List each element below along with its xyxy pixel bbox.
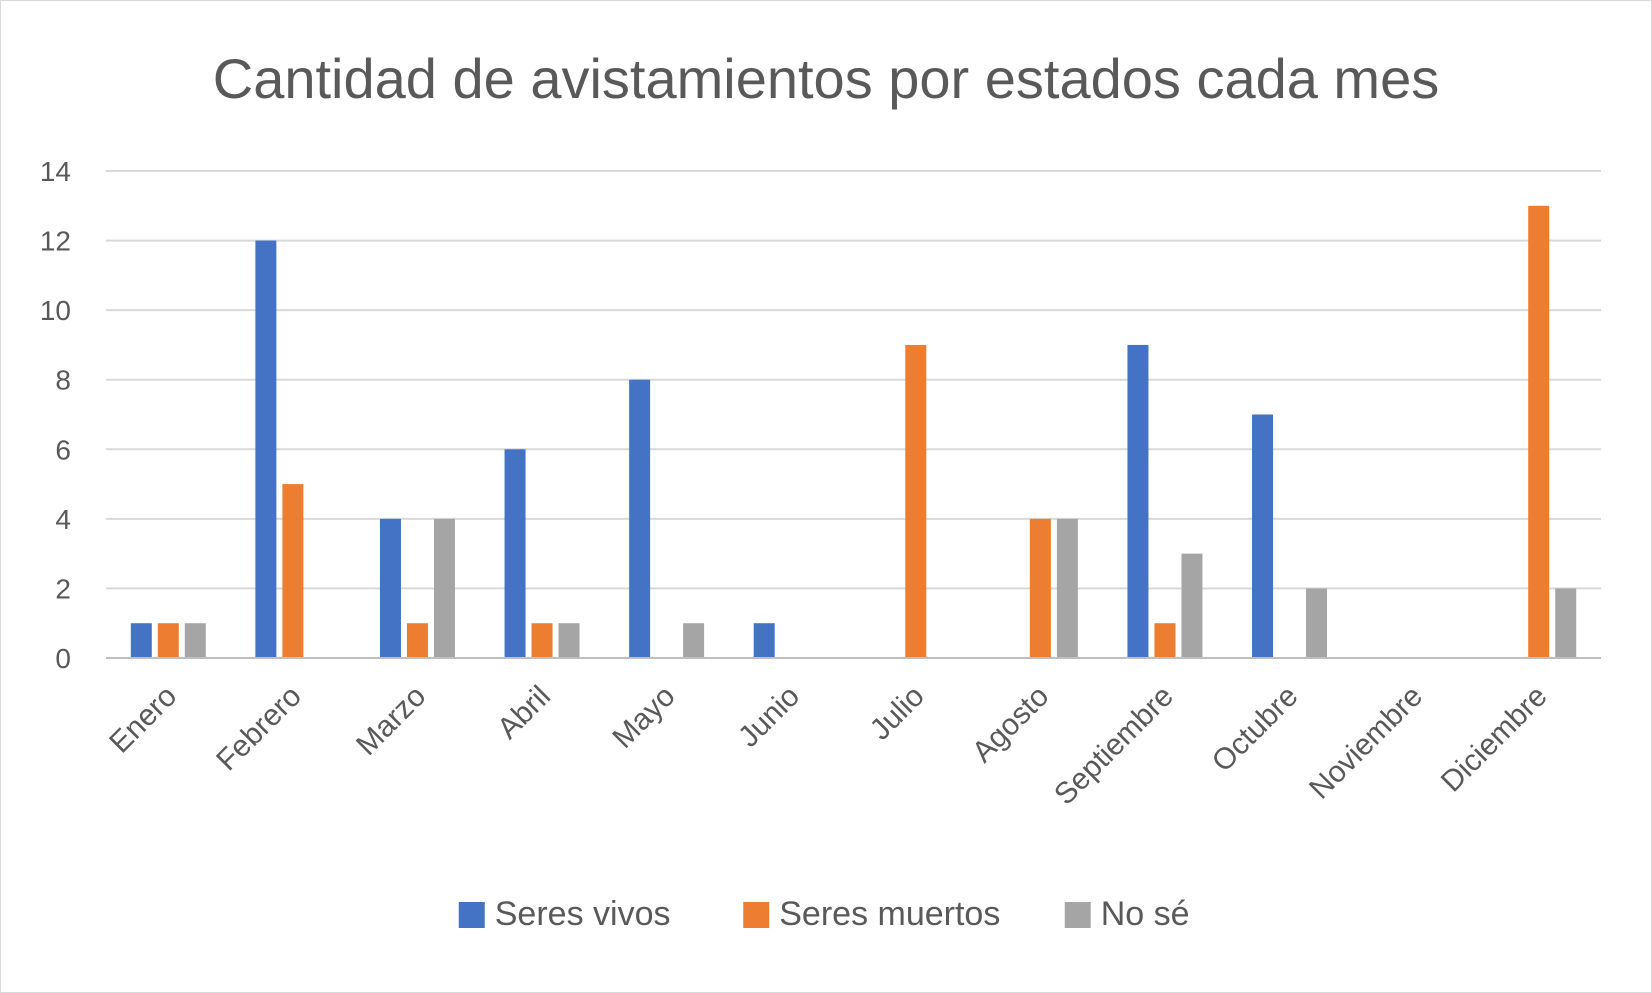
bar bbox=[184, 623, 206, 658]
y-axis-ticks: 0 2 4 6 8 10 12 14 bbox=[40, 156, 71, 674]
x-tick-label: Junio bbox=[732, 680, 806, 754]
bar bbox=[1252, 414, 1274, 658]
x-tick-label: Diciembre bbox=[1435, 680, 1554, 799]
bar bbox=[130, 623, 152, 658]
legend-swatch bbox=[1064, 902, 1091, 928]
x-tick-label: Agosto bbox=[966, 680, 1055, 769]
bar bbox=[558, 623, 580, 658]
legend-label: No sé bbox=[1101, 895, 1190, 933]
x-axis-ticks: Enero Febrero Marzo Abril Mayo Junio Julio Agos… bbox=[103, 680, 1553, 812]
x-tick-label: Octubre bbox=[1206, 680, 1305, 779]
legend: Seres vivos Seres muertos No sé bbox=[458, 895, 1190, 933]
chart-title: Cantidad de avistamientos por estados ca… bbox=[213, 47, 1439, 110]
bar bbox=[629, 379, 651, 658]
gridlines bbox=[106, 170, 1601, 590]
bar bbox=[1056, 518, 1078, 658]
legend-label: Seres muertos bbox=[779, 895, 1000, 933]
x-tick-label: Noviembre bbox=[1303, 680, 1429, 806]
bar bbox=[255, 240, 277, 659]
y-tick-label: 10 bbox=[40, 295, 71, 326]
x-tick-label: Septiembre bbox=[1048, 680, 1180, 812]
x-tick-label: Febrero bbox=[210, 680, 308, 778]
y-tick-label: 4 bbox=[55, 504, 71, 535]
bar bbox=[1528, 205, 1550, 659]
x-tick-label: Julio bbox=[864, 680, 931, 747]
legend-swatch bbox=[458, 902, 485, 928]
bar bbox=[1029, 518, 1051, 658]
y-tick-label: 8 bbox=[55, 365, 71, 396]
bar bbox=[753, 623, 775, 658]
bar bbox=[379, 518, 401, 658]
legend-swatch bbox=[743, 902, 770, 928]
bar bbox=[683, 623, 705, 658]
x-tick-label: Marzo bbox=[350, 680, 432, 762]
y-tick-label: 12 bbox=[40, 226, 71, 257]
bar bbox=[905, 344, 927, 658]
bar bbox=[1306, 588, 1328, 658]
bar bbox=[504, 449, 526, 658]
y-tick-label: 0 bbox=[55, 643, 71, 674]
bar bbox=[433, 518, 455, 658]
bar bbox=[1555, 588, 1577, 658]
x-tick-label: Abril bbox=[491, 680, 557, 746]
bar bbox=[406, 623, 428, 658]
bar bbox=[1181, 553, 1203, 658]
x-tick-label: Enero bbox=[103, 680, 183, 760]
bar bbox=[282, 484, 304, 658]
bar bbox=[1154, 623, 1176, 658]
legend-label: Seres vivos bbox=[495, 895, 671, 933]
y-tick-label: 2 bbox=[55, 573, 71, 604]
bar bbox=[531, 623, 553, 658]
y-tick-label: 6 bbox=[55, 434, 71, 465]
bars bbox=[130, 205, 1577, 659]
x-tick-label: Mayo bbox=[606, 680, 681, 755]
y-tick-label: 14 bbox=[40, 156, 71, 187]
bar bbox=[1127, 344, 1149, 658]
bar bbox=[157, 623, 179, 658]
